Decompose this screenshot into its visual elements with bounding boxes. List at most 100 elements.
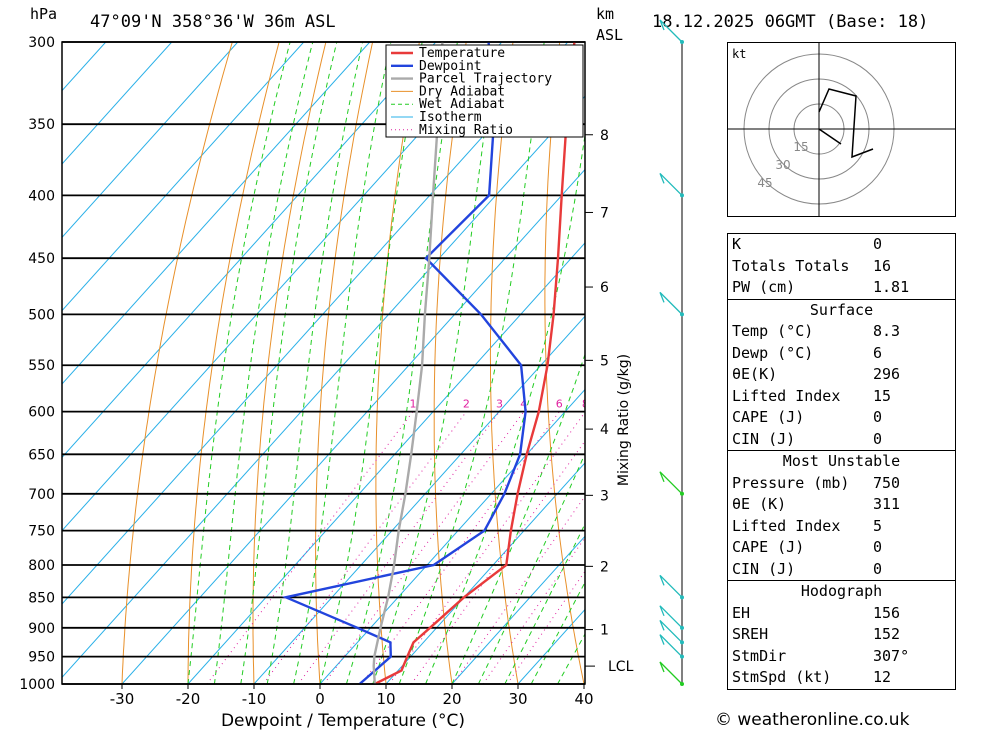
hodograph-ring-label: 45 [757,176,772,190]
most-unstable-title: Most Unstable [728,450,955,473]
surface-value: 15 [873,386,892,405]
index-label: Totals Totals [732,256,850,275]
temp-tick-label: 30 [508,690,527,708]
hodograph-stat-row: EH 156 [728,603,955,625]
wind-barb [659,634,683,658]
legend-label: Wet Adiabat [419,97,505,112]
most-unstable-label: CIN (J) [732,559,796,578]
mixing-ratio-label: 1 [410,398,417,411]
pressure-tick-label: 500 [28,307,55,323]
indices-panel: K 0 Totals Totals 16 PW (cm) 1.81 Surface Tem… [727,233,956,690]
wet-adiabat [187,42,291,684]
dry-adiabat [121,42,233,684]
lcl-label: LCL [608,659,634,675]
surface-label: CIN (J) [732,429,796,448]
most-unstable-value: 750 [873,473,901,492]
temp-tick-label: 20 [442,690,461,708]
index-row: PW (cm) 1.81 [728,277,955,299]
pressure-unit: hPa [30,5,58,23]
hodograph-stat-value: 307° [873,646,910,665]
isotherm [62,42,569,605]
wet-adiabat [425,131,585,684]
km-tick-label: 4 [600,422,609,438]
wind-barb [659,471,683,495]
legend-label: Dewpoint [419,59,482,74]
legend-label: Temperature [419,46,505,61]
dry-adiabat [698,42,715,684]
surface-title: Surface [728,298,955,322]
mixing-ratio-line [262,411,467,684]
temp-tick-label: 0 [315,690,325,708]
surface-label: θE(K) [732,365,778,383]
index-row: Totals Totals 16 [728,256,955,278]
mixing-ratio-line [361,411,560,684]
legend-label: Mixing Ratio [419,123,513,138]
wet-adiabat [345,42,458,684]
legend-box [385,44,584,138]
isotherm [62,42,503,532]
surface-label: Dewp (°C) [732,343,814,362]
series-dewpoint [281,42,527,684]
pressure-tick-label: 350 [28,117,55,133]
hodograph-stat-label: SREH [732,625,769,643]
pressure-tick-label: 550 [28,358,55,374]
surface-value: 296 [873,365,901,383]
pressure-tick-label: 1000 [19,677,55,693]
most-unstable-row: CIN (J) 0 [728,559,955,581]
km-tick-label: 3 [600,488,609,504]
wet-adiabat [451,352,585,684]
wet-adiabat [240,42,338,684]
hodograph-stat-label: EH [732,603,751,622]
height-unit: km [596,5,615,23]
hodograph-panel: kt 15 30 45 [727,42,956,217]
most-unstable-value: 0 [873,559,883,578]
hodograph-stat-value: 156 [873,603,901,622]
surface-label: Temp (°C) [732,322,814,340]
isotherm [62,42,173,165]
legend-label: Isotherm [419,110,482,125]
surface-row: θE(K) 296 [728,364,955,386]
mixing-ratio-label: 6 [556,398,563,411]
surface-value: 0 [873,429,883,448]
surface-row: Temp (°C) 8.3 [728,321,955,343]
most-unstable-row: Pressure (mb) 750 [728,473,955,495]
legend-label: Parcel Trajectory [419,72,552,87]
isotherm [253,315,585,684]
hodograph-stat-row: StmDir 307° [728,646,955,668]
index-value: 1.81 [873,278,910,296]
dry-adiabat [433,42,467,684]
km-tick-label: 6 [600,280,609,296]
mixing-ratio-line [410,440,585,684]
surface-value: 6 [873,343,883,362]
legend-label: Dry Adiabat [419,84,505,99]
mixing-ratio-line [297,411,500,684]
pressure-tick-label: 400 [28,188,55,204]
mixing-ratio-line [388,411,585,684]
most-unstable-row: Lifted Index 5 [728,516,955,538]
km-tick-label: 8 [600,128,609,144]
index-label: PW (cm) [732,278,796,296]
mixing-ratio-label: 3 [496,398,503,411]
most-unstable-label: Lifted Index [732,516,841,535]
hodograph-ring-label: 15 [793,140,808,154]
surface-row: CAPE (J) 0 [728,407,955,429]
surface-row: Lifted Index 15 [728,386,955,408]
pressure-tick-label: 850 [28,590,55,606]
wet-adiabat [530,581,585,684]
wind-barb [659,172,683,196]
isotherm [62,42,305,312]
pressure-tick-label: 300 [28,35,55,51]
km-tick-label: 2 [600,559,609,575]
most-unstable-label: θE (K) [732,495,787,513]
dry-adiabat [187,42,280,684]
wind-barb [659,619,683,643]
most-unstable-value: 5 [873,516,883,535]
temp-tick-label: -20 [176,690,201,708]
hodograph-stat-value: 12 [873,668,892,686]
profiles [281,42,576,684]
most-unstable-row: CAPE (J) 0 [728,537,955,559]
dry-adiabat [489,42,519,684]
temp-tick-label: 40 [574,690,593,708]
